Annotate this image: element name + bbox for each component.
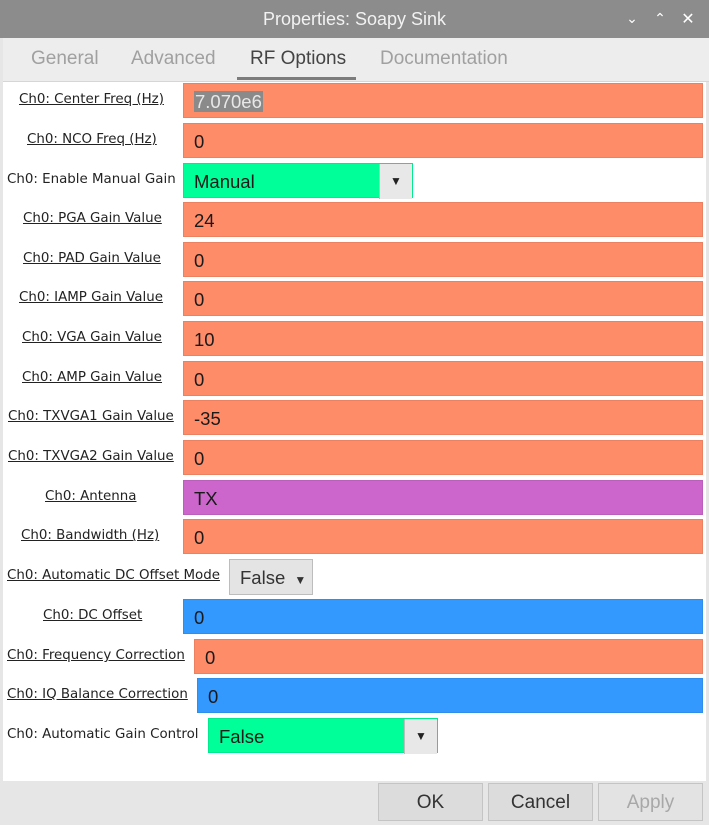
manual-gain-label: Ch0: Enable Manual Gain	[7, 172, 176, 187]
dialog-content: General Advanced RF Options Documentatio…	[0, 38, 709, 825]
iamp-gain-input[interactable]: 0	[183, 281, 703, 316]
selected-text: 7.070e6	[194, 91, 263, 112]
antenna-label: Ch0: Antenna	[45, 489, 137, 504]
close-icon[interactable]: ✕	[681, 9, 695, 28]
txvga1-gain-input[interactable]: -35	[183, 400, 703, 435]
nco-freq-label: Ch0: NCO Freq (Hz)	[27, 132, 157, 147]
auto-dc-offset-label: Ch0: Automatic DC Offset Mode	[7, 568, 220, 583]
auto-gain-dropdown[interactable]: False ▼	[208, 718, 438, 754]
rf-options-panel: Ch0: Center Freq (Hz) 7.070e6 Ch0: NCO F…	[3, 82, 706, 781]
auto-dc-offset-value: False	[240, 567, 286, 588]
tab-documentation[interactable]: Documentation	[380, 48, 508, 69]
amp-gain-label: Ch0: AMP Gain Value	[22, 370, 162, 385]
txvga1-gain-label: Ch0: TXVGA1 Gain Value	[8, 409, 174, 424]
tab-general[interactable]: General	[31, 48, 99, 69]
auto-gain-value: False	[219, 726, 265, 747]
window-title: Properties: Soapy Sink	[262, 9, 447, 29]
bandwidth-input[interactable]: 0	[183, 519, 703, 554]
cancel-button[interactable]: Cancel	[488, 783, 593, 821]
active-tab-indicator	[237, 77, 356, 80]
tab-bar: General Advanced RF Options Documentatio…	[3, 38, 709, 82]
apply-button[interactable]: Apply	[598, 783, 703, 821]
amp-gain-input[interactable]: 0	[183, 361, 703, 396]
auto-dc-offset-dropdown[interactable]: False ▼	[229, 559, 313, 595]
pga-gain-input[interactable]: 24	[183, 202, 703, 237]
chevron-down-icon: ▼	[294, 573, 307, 587]
iamp-gain-label: Ch0: IAMP Gain Value	[19, 290, 163, 305]
nco-freq-input[interactable]: 0	[183, 123, 703, 158]
manual-gain-dropdown[interactable]: Manual ▼	[183, 163, 413, 199]
vga-gain-label: Ch0: VGA Gain Value	[22, 330, 162, 345]
antenna-input[interactable]: TX	[183, 480, 703, 515]
txvga2-gain-input[interactable]: 0	[183, 440, 703, 475]
tab-advanced[interactable]: Advanced	[131, 48, 216, 69]
ok-button[interactable]: OK	[378, 783, 483, 821]
vga-gain-input[interactable]: 10	[183, 321, 703, 356]
freq-correction-input[interactable]: 0	[194, 639, 703, 674]
center-freq-label: Ch0: Center Freq (Hz)	[19, 92, 164, 107]
chevron-down-icon[interactable]: ▼	[404, 719, 437, 754]
title-bar[interactable]: Properties: Soapy Sink ⌄ ⌃ ✕	[0, 0, 709, 38]
chevron-down-icon[interactable]: ▼	[379, 164, 412, 199]
center-freq-input[interactable]: 7.070e6	[183, 83, 703, 118]
dc-offset-input[interactable]: 0	[183, 599, 703, 634]
txvga2-gain-label: Ch0: TXVGA2 Gain Value	[8, 449, 174, 464]
pga-gain-label: Ch0: PGA Gain Value	[23, 211, 162, 226]
pad-gain-input[interactable]: 0	[183, 242, 703, 277]
chevron-up-icon[interactable]: ⌃	[654, 11, 666, 27]
iq-balance-input[interactable]: 0	[197, 678, 703, 713]
chevron-down-icon[interactable]: ⌄	[626, 11, 638, 27]
freq-correction-label: Ch0: Frequency Correction	[7, 648, 185, 663]
tab-rf-options[interactable]: RF Options	[250, 48, 347, 69]
pad-gain-label: Ch0: PAD Gain Value	[23, 251, 161, 266]
dc-offset-label: Ch0: DC Offset	[43, 608, 143, 623]
auto-gain-label: Ch0: Automatic Gain Control	[7, 727, 199, 742]
button-bar: OK Cancel Apply	[0, 781, 709, 825]
manual-gain-value: Manual	[194, 171, 255, 192]
iq-balance-label: Ch0: IQ Balance Correction	[7, 687, 188, 702]
bandwidth-label: Ch0: Bandwidth (Hz)	[21, 528, 160, 543]
